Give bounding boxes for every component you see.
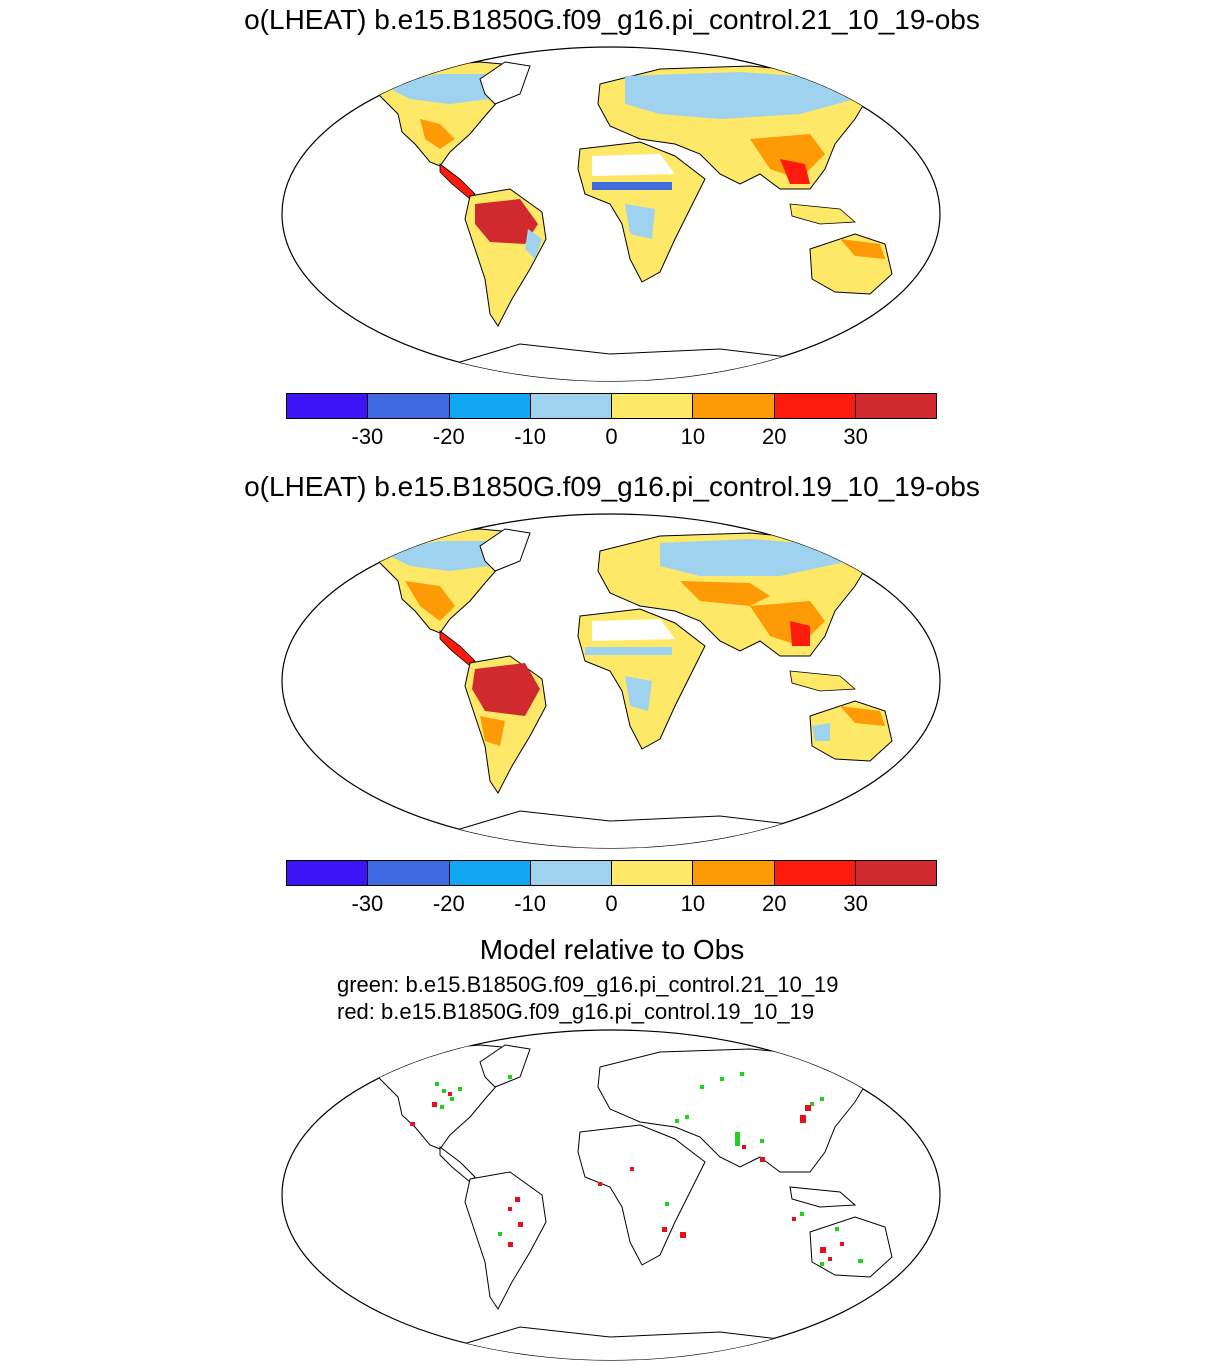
colorbar-box (449, 394, 531, 418)
greenland (479, 1044, 531, 1088)
red-legend-line: red: b.e15.B1850G.f09_g16.pi_control.19_… (337, 999, 815, 1024)
colorbar-box (855, 394, 936, 418)
greenland (479, 528, 531, 572)
tick-label: 0 (605, 424, 618, 449)
colorbar-box (287, 394, 369, 418)
colorbar-box (855, 861, 936, 885)
colorbar-box (693, 861, 775, 885)
tick-label: 20 (762, 891, 787, 916)
comparison-map (281, 1029, 941, 1361)
colorbar-box (287, 861, 369, 885)
africa (577, 608, 706, 750)
significance-points (410, 1072, 863, 1266)
green-legend-line: green: b.e15.B1850G.f09_g16.pi_control.2… (337, 972, 839, 997)
tick-label: -10 (514, 424, 546, 449)
continents (374, 61, 893, 381)
panel-1-title: o(LHEAT) b.e15.B1850G.f09_g16.pi_control… (244, 4, 980, 35)
panel-2-map (281, 513, 941, 849)
panel-1-map (281, 46, 941, 382)
colorbar-1 (286, 393, 937, 419)
colorbar-box (530, 394, 612, 418)
colorbar-box (774, 861, 856, 885)
colorbar-2 (286, 860, 937, 886)
colorbar-box (612, 394, 694, 418)
tick-label: -20 (432, 424, 465, 449)
tick-label: -10 (514, 891, 546, 916)
tick-label: -30 (351, 891, 384, 916)
colorbar-2-ticks: -30 -20 -10 0 10 20 30 (286, 891, 937, 919)
tick-label: 30 (843, 891, 868, 916)
tick-label: 30 (843, 424, 868, 449)
colorbar-1-ticks: -30 -20 -10 0 10 20 30 (286, 424, 937, 452)
south-america (464, 1171, 547, 1310)
colorbar-box (530, 861, 612, 885)
tick-label: -30 (351, 424, 384, 449)
tick-label: 20 (762, 424, 787, 449)
africa (577, 1124, 706, 1266)
green-points (435, 1072, 863, 1266)
colorbar-box (449, 861, 531, 885)
colorbar-box (693, 394, 775, 418)
tick-label: 0 (605, 891, 618, 916)
colorbar-box (612, 861, 694, 885)
tick-label: -20 (432, 891, 465, 916)
colorbar-box (774, 394, 856, 418)
australia (809, 1216, 893, 1278)
colorbar-box (368, 394, 450, 418)
panel-2-title: o(LHEAT) b.e15.B1850G.f09_g16.pi_control… (244, 471, 980, 502)
greenland (479, 61, 531, 105)
comparison-title: Model relative to Obs (479, 934, 745, 965)
tick-label: 10 (680, 424, 706, 449)
red-points (410, 1092, 844, 1261)
colorbar-box (368, 861, 450, 885)
tick-label: 10 (680, 891, 706, 916)
